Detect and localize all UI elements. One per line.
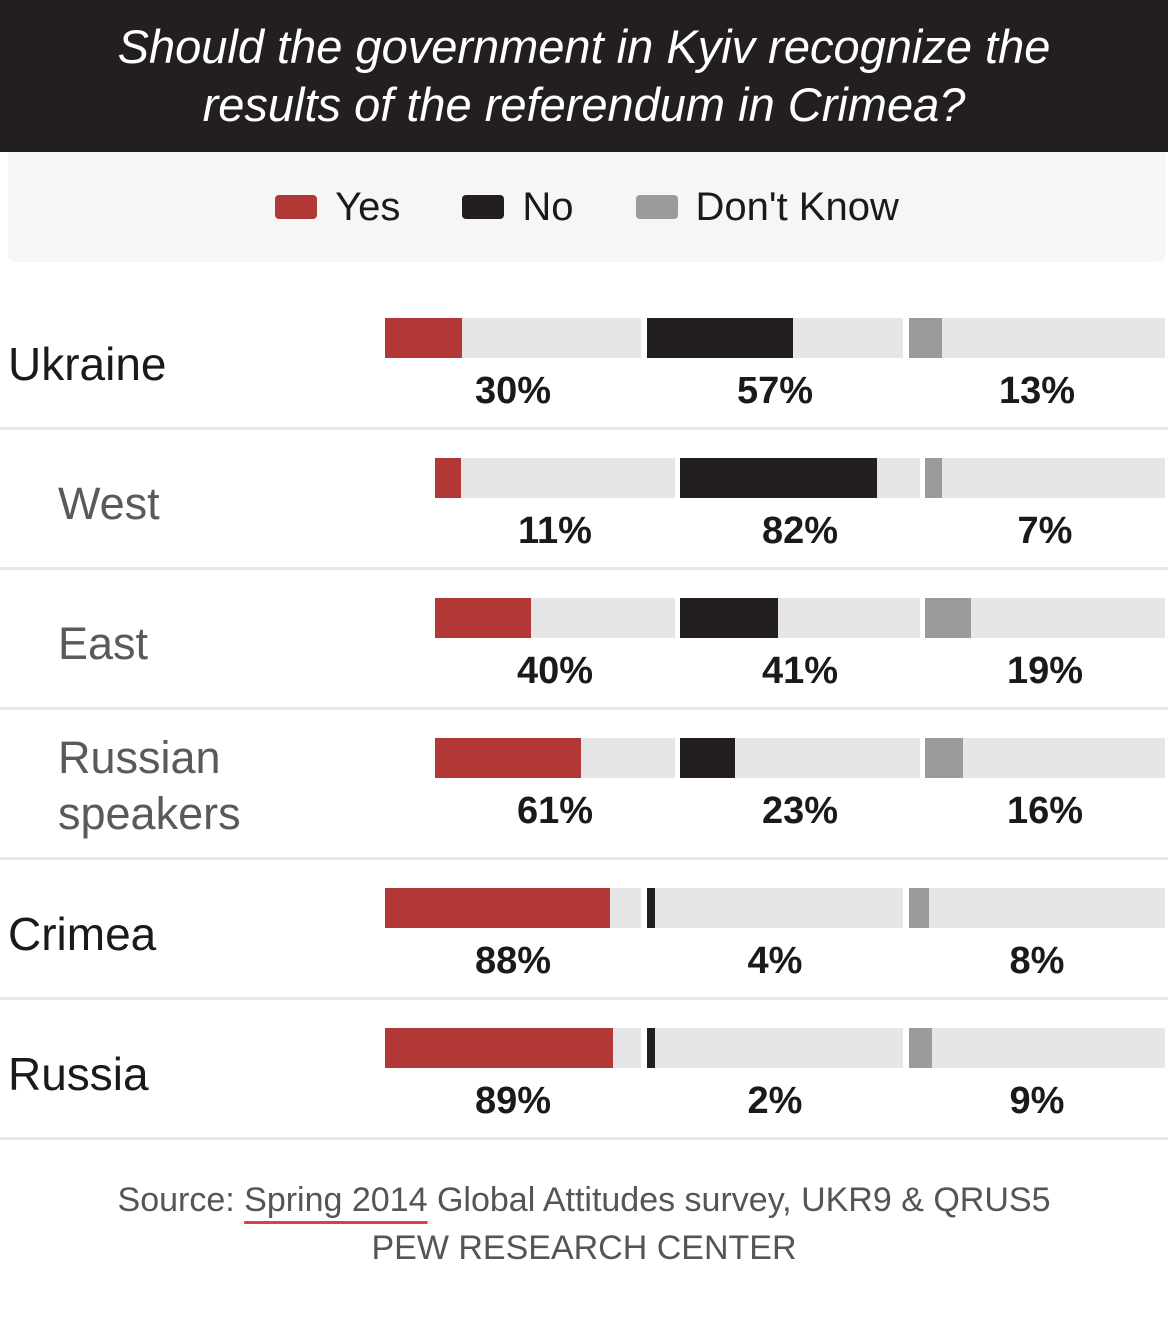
data-label-no: 82% xyxy=(761,510,839,552)
data-label-yes: 88% xyxy=(474,940,552,982)
bar-track-no xyxy=(680,598,920,638)
data-label-yes: 40% xyxy=(516,650,594,692)
chart-row: East 40% 41% 19% xyxy=(0,570,1168,710)
data-label-no: 2% xyxy=(747,1080,803,1122)
bar-yes xyxy=(385,1028,613,1068)
legend-item-no: No xyxy=(462,184,574,230)
bar-no xyxy=(680,598,779,638)
row-label: East xyxy=(58,618,149,669)
bar-track-dont-know xyxy=(909,1028,1165,1068)
data-label-dont-know: 9% xyxy=(1009,1080,1065,1122)
bar-track-dont-know xyxy=(925,738,1165,778)
bar-track-no xyxy=(647,888,903,928)
bar-track-no xyxy=(647,1028,903,1068)
bar-track-dont-know xyxy=(909,888,1165,928)
bar-dont-know xyxy=(909,1028,933,1068)
bar-no xyxy=(647,888,655,928)
data-label-yes: 61% xyxy=(516,790,594,832)
bar-track-yes xyxy=(385,318,641,358)
source-note: Source: Spring 2014 Global Attitudes sur… xyxy=(0,1176,1168,1272)
source-rest: Global Attitudes survey, UKR9 & QRUS5 xyxy=(427,1181,1051,1219)
data-label-dont-know: 19% xyxy=(1006,650,1084,692)
source-org: PEW RESEARCH CENTER xyxy=(371,1229,797,1267)
source-survey-link[interactable]: Spring 2014 xyxy=(244,1181,428,1219)
row-label-line: Russian xyxy=(58,732,221,783)
chart-title-line-2: results of the referendum in Crimea? xyxy=(202,78,966,131)
chart-row: Ukraine 30% 57% 13% xyxy=(0,290,1168,430)
data-label-yes: 11% xyxy=(518,510,592,552)
bar-dont-know xyxy=(909,888,930,928)
bar-track-dont-know xyxy=(925,458,1165,498)
data-label-no: 4% xyxy=(747,940,803,982)
row-label: Russia xyxy=(8,1048,149,1100)
bar-track-yes xyxy=(385,888,641,928)
data-label-no: 57% xyxy=(736,370,814,412)
bar-yes xyxy=(435,598,531,638)
legend-swatch-dont-know xyxy=(635,195,678,219)
row-label: Ukraine xyxy=(8,338,167,390)
bar-dont-know xyxy=(925,738,964,778)
bar-track-no xyxy=(680,738,920,778)
legend-item-yes: Yes xyxy=(275,185,400,230)
bar-dont-know xyxy=(909,318,943,358)
source-line: Source: Spring 2014 Global Attitudes sur… xyxy=(0,1176,1168,1224)
row-label: Crimea xyxy=(8,908,157,960)
legend-label-dont-know: Don't Know xyxy=(695,184,899,229)
legend-label-no: No xyxy=(522,184,574,229)
chart-rows: Ukraine 30% 57% 13% West 11% 82% 7% East 40% 41% 19… xyxy=(0,290,1168,1140)
data-label-yes: 30% xyxy=(474,370,552,412)
bar-no xyxy=(680,458,877,498)
chart-row: West 11% 82% 7% xyxy=(0,430,1168,570)
legend-swatch-no xyxy=(462,195,505,219)
bar-track-dont-know xyxy=(925,598,1165,638)
bar-yes xyxy=(385,318,462,358)
bar-no xyxy=(680,738,736,778)
legend: Yes No Don't Know xyxy=(8,152,1166,262)
data-label-dont-know: 16% xyxy=(1006,790,1084,832)
bar-no xyxy=(647,1028,655,1068)
chart-row: Russia 89% 2% 9% xyxy=(0,1000,1168,1140)
data-label-no: 41% xyxy=(761,650,839,692)
bar-dont-know xyxy=(925,598,971,638)
bar-yes xyxy=(435,458,462,498)
data-label-yes: 89% xyxy=(474,1080,552,1122)
data-label-no: 23% xyxy=(761,790,839,832)
bar-no xyxy=(647,318,793,358)
bar-track-no xyxy=(680,458,920,498)
bar-track-dont-know xyxy=(909,318,1165,358)
bar-track-yes xyxy=(435,598,675,638)
bar-track-yes xyxy=(435,738,675,778)
bar-track-no xyxy=(647,318,903,358)
row-label-line: speakers xyxy=(58,788,241,839)
bar-yes xyxy=(385,888,611,928)
legend-item-dont-know: Don't Know xyxy=(635,184,899,230)
row-label: West xyxy=(58,478,160,529)
bar-track-yes xyxy=(385,1028,641,1068)
data-label-dont-know: 8% xyxy=(1009,940,1065,982)
data-label-dont-know: 13% xyxy=(998,370,1076,412)
source-prefix: Source: xyxy=(117,1181,245,1219)
data-label-dont-know: 7% xyxy=(1017,510,1073,552)
chart-row: Crimea 88% 4% 8% xyxy=(0,860,1168,1000)
chart-row: Russian speakers 61% 23% 16% xyxy=(0,710,1168,860)
legend-swatch-yes xyxy=(275,195,318,219)
legend-label-yes: Yes xyxy=(335,184,401,229)
row-label: Russian speakers xyxy=(58,730,241,842)
bar-track-yes xyxy=(435,458,675,498)
bar-dont-know xyxy=(925,458,942,498)
bar-yes xyxy=(435,738,582,778)
chart-title-line-1: Should the government in Kyiv recognize … xyxy=(117,20,1051,73)
chart-title: Should the government in Kyiv recognize … xyxy=(0,0,1168,152)
